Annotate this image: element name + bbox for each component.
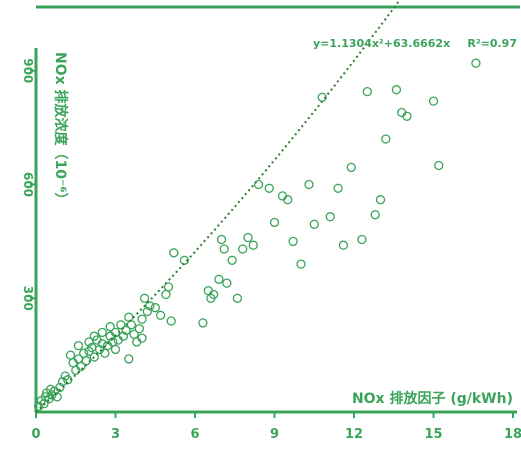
data-point <box>121 325 131 336</box>
data-point <box>79 348 89 358</box>
data-point <box>97 339 107 349</box>
data-point <box>163 282 174 292</box>
data-point <box>471 58 481 68</box>
data-point <box>304 179 314 190</box>
data-point <box>76 361 86 372</box>
data-point <box>296 259 306 269</box>
data-point <box>134 323 145 334</box>
data-point <box>166 316 176 326</box>
data-point <box>325 212 335 222</box>
y-tick-label: 300 <box>21 286 35 311</box>
data-point <box>216 234 227 245</box>
x-tick-label: 9 <box>270 427 279 442</box>
data-point <box>139 293 150 303</box>
x-tick-label: 3 <box>111 427 120 442</box>
data-point <box>142 306 152 317</box>
data-point <box>116 320 126 330</box>
data-point <box>110 344 121 355</box>
data-point <box>97 327 107 338</box>
r-squared-label: R²=0.97 <box>467 37 517 50</box>
data-point <box>52 392 62 402</box>
data-point <box>198 318 208 328</box>
y-axis-ticks: 300 600 900 <box>21 58 36 311</box>
data-point <box>89 352 99 362</box>
y-tick-label: 600 <box>21 172 35 197</box>
data-points <box>33 58 481 411</box>
data-point <box>222 278 232 288</box>
x-axis-ticks: 0 3 6 9 12 15 18 <box>31 412 521 442</box>
x-tick-label: 12 <box>345 427 363 442</box>
data-point <box>309 219 319 229</box>
data-point <box>232 293 243 303</box>
data-point <box>161 289 171 300</box>
data-point <box>219 244 229 254</box>
x-axis-label: NOx 排放因子 (g/kWh) <box>352 390 513 407</box>
data-point <box>33 401 44 411</box>
data-point <box>73 340 84 351</box>
data-point <box>264 183 274 193</box>
x-tick-label: 18 <box>504 427 521 442</box>
data-point <box>346 162 356 173</box>
data-point <box>370 210 380 220</box>
data-point <box>402 111 412 121</box>
x-tick-label: 15 <box>424 427 442 442</box>
data-point <box>253 179 264 190</box>
data-point <box>105 322 115 332</box>
data-point <box>155 310 166 320</box>
y-tick-label: 900 <box>21 58 35 83</box>
data-point <box>214 274 224 284</box>
data-point <box>338 240 349 250</box>
trendline <box>35 0 401 413</box>
data-point <box>269 217 280 228</box>
data-point <box>65 350 76 360</box>
regression-equation: y=1.1304x²+63.6662x <box>313 37 450 50</box>
data-point <box>145 301 155 311</box>
data-point <box>137 333 147 343</box>
data-point <box>357 234 367 245</box>
data-point <box>391 85 402 95</box>
data-point <box>381 134 391 144</box>
data-point <box>434 160 444 171</box>
data-point <box>283 195 293 205</box>
data-point <box>124 312 134 322</box>
data-point <box>248 240 258 250</box>
data-point <box>375 195 386 205</box>
data-point <box>57 377 68 387</box>
y-axis-label: NOx 排放浓度（10⁻⁶） <box>52 52 69 207</box>
data-point <box>208 289 219 300</box>
data-point <box>227 255 237 265</box>
data-point <box>118 331 129 341</box>
data-point <box>126 320 137 330</box>
data-point <box>288 236 298 247</box>
x-tick-label: 0 <box>31 427 40 442</box>
data-point <box>150 303 160 313</box>
data-point <box>169 248 179 258</box>
data-point <box>137 314 147 324</box>
data-point <box>362 86 372 97</box>
data-point <box>428 96 439 106</box>
data-point <box>124 354 134 364</box>
data-point <box>243 232 253 243</box>
x-tick-label: 6 <box>190 427 199 442</box>
data-point <box>238 244 248 254</box>
data-point <box>333 183 343 193</box>
data-point <box>39 399 49 409</box>
